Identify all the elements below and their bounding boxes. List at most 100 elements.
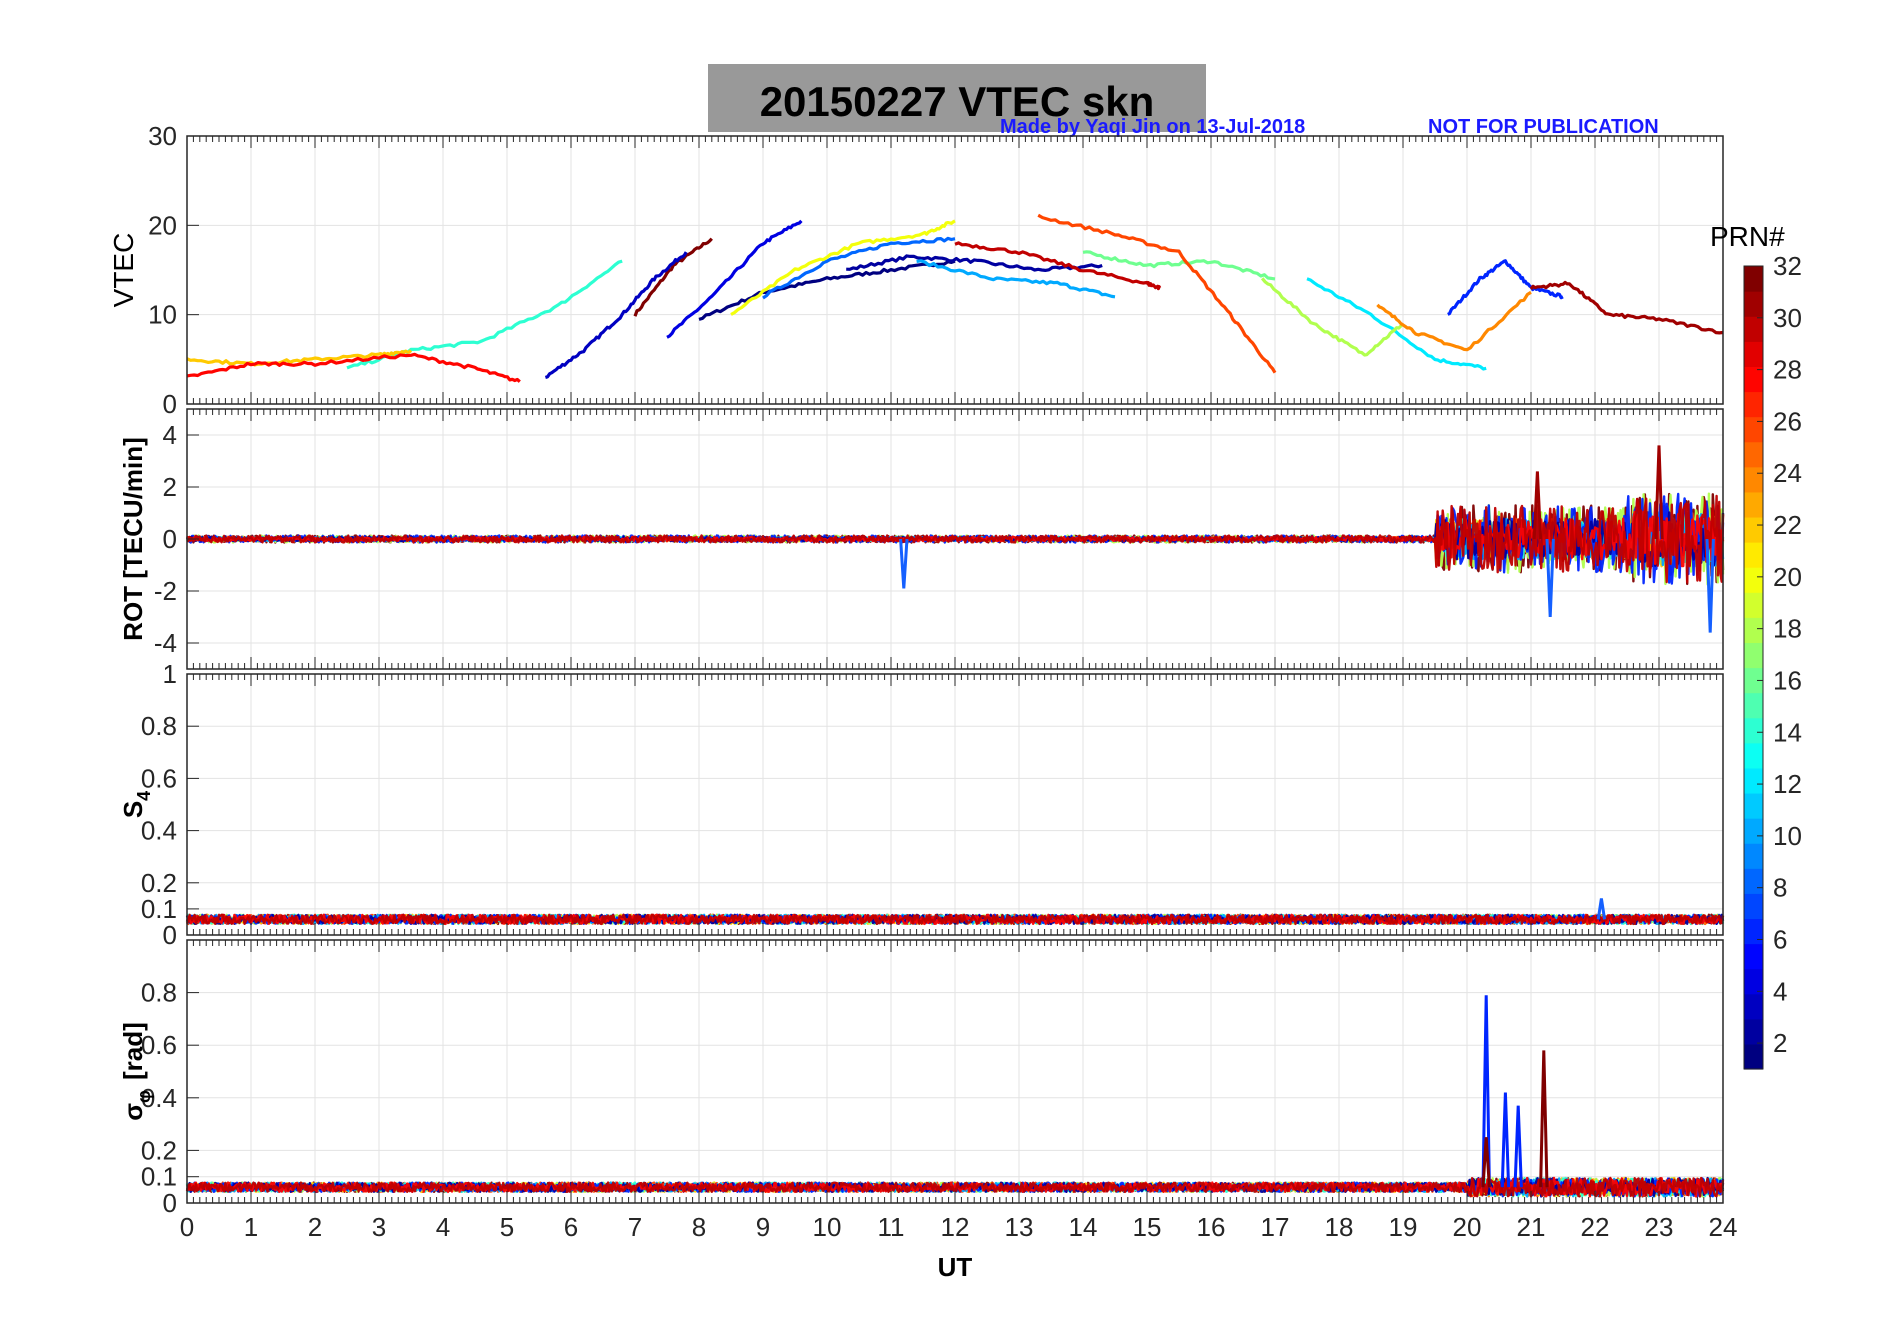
s4-spike [1596, 898, 1607, 920]
x-tick-label: 20 [1453, 1212, 1482, 1242]
x-tick-label: 23 [1645, 1212, 1674, 1242]
sigma_phi-spike [1481, 995, 1491, 1188]
x-tick-label: 18 [1325, 1212, 1354, 1242]
vtec-series-prn-2 [846, 254, 1103, 272]
x-ticks [186, 136, 1724, 404]
y-tick-label: 4 [163, 420, 177, 450]
colorbar-segment [1744, 516, 1763, 543]
y-tick-label: -2 [154, 576, 177, 606]
panel-rot: -4 -2 0 2 4 ROT [TECU/min] [118, 408, 1725, 670]
y-tick-label: 0.8 [141, 978, 177, 1008]
colorbar-frame [1743, 265, 1764, 1070]
x-tick-label: 9 [756, 1212, 770, 1242]
colorbar-tick-label: 16 [1773, 665, 1802, 695]
chart-title: 20150227 VTEC skn [760, 78, 1155, 125]
y-axis-label-subscript: 4 [134, 791, 154, 801]
y-axis: -4 -2 0 2 4 ROT [TECU/min] [118, 420, 199, 658]
y-axis-label: VTEC [108, 233, 139, 308]
colorbar-tick-label: 28 [1773, 355, 1802, 385]
vtec-series-prn-10 [916, 259, 1116, 299]
vtec-series-prn-28 [186, 352, 521, 383]
colorbar-tick-label: 30 [1773, 303, 1802, 333]
x-tick-label: 3 [372, 1212, 386, 1242]
colorbar-segment [1744, 567, 1763, 593]
rot-series-prn-30 [186, 494, 1725, 584]
colorbar-segment [1744, 341, 1763, 367]
x-tick-label: 12 [941, 1212, 970, 1242]
vtec-series-prn-22 [186, 349, 413, 367]
colorbar-segment [1744, 391, 1763, 418]
y-axis: 0 10 20 30 VTEC [108, 121, 199, 419]
vtec-series-prn-3 [544, 251, 688, 379]
panel-vtec: 0 10 20 30 VTEC [108, 121, 1724, 419]
y-tick-label: 0.1 [141, 894, 177, 924]
y-tick-label: 0.1 [141, 1162, 177, 1192]
sigma_phi-series-prn-30 [185, 1176, 1725, 1198]
colorbar-tick-label: 26 [1773, 406, 1802, 436]
colorbar-segment [1744, 818, 1763, 844]
colorbar-segment [1744, 918, 1763, 945]
x-tick-label: 5 [500, 1212, 514, 1242]
colorbar-segment [1744, 291, 1763, 317]
y-tick-label: 0.4 [141, 816, 177, 846]
colorbar-label: PRN# [1710, 221, 1785, 252]
rot-spike [1545, 538, 1555, 618]
x-tick-label: 10 [813, 1212, 842, 1242]
y-tick-label: -4 [154, 628, 177, 658]
title-box: 20150227 VTEC skn [708, 64, 1206, 132]
sigma_phi-spike [1513, 1105, 1523, 1188]
rot-spike [1654, 445, 1664, 540]
y-axis-label-subscript: φ [134, 1090, 154, 1103]
x-ticks [186, 674, 1724, 935]
colorbar-segment [1744, 266, 1763, 292]
colorbar-tick-label: 32 [1773, 251, 1802, 281]
vtec-series-prn-26 [1037, 213, 1277, 374]
y-tick-label: 0.6 [141, 1030, 177, 1060]
vtec-series-prn-30 [954, 241, 1162, 291]
colorbar-segment [1744, 642, 1763, 669]
colorbar-segment [1744, 316, 1763, 342]
x-tick-label: 4 [436, 1212, 450, 1242]
x-tick-label: 17 [1261, 1212, 1290, 1242]
y-tick-label: 0.8 [141, 711, 177, 741]
x-tick-label: 13 [1005, 1212, 1034, 1242]
colorbar-tick-label: 12 [1773, 769, 1802, 799]
y-tick-label: 20 [148, 210, 177, 240]
vtec-series-prn-16 [1082, 250, 1276, 281]
x-axis-label: UT [938, 1252, 973, 1282]
x-tick-label: 2 [308, 1212, 322, 1242]
plot-area [185, 995, 1725, 1198]
colorbar-tick-label: 20 [1773, 562, 1802, 592]
colorbar-segment [1744, 692, 1763, 719]
y-axis-label-unit: [rad] [118, 1022, 148, 1080]
colorbar-tick-label: 2 [1773, 1028, 1787, 1058]
x-tick-label: 11 [878, 1212, 905, 1242]
x-tick-label: 21 [1517, 1212, 1546, 1242]
y-tick-label: 0.6 [141, 763, 177, 793]
y-tick-label: 0 [163, 389, 177, 419]
sigma_phi-spike [1481, 1137, 1491, 1188]
y-tick-label: 0.2 [141, 868, 177, 898]
colorbar-tick-label: 6 [1773, 924, 1787, 954]
colorbar-segment [1744, 868, 1763, 894]
rot-spike [1705, 538, 1715, 633]
colorbar-tick-label: 4 [1773, 976, 1787, 1006]
s4-series-prn-30 [185, 913, 1725, 926]
vtec-series-prn-1 [698, 259, 956, 321]
colorbar-segment [1744, 993, 1763, 1020]
y-axis-label: ROT [TECU/min] [118, 437, 148, 641]
sigma_phi-spike [1539, 1050, 1549, 1188]
y-tick-label: 30 [148, 121, 177, 151]
x-tick-label: 16 [1197, 1212, 1226, 1242]
vtec-series-prn-31 [1529, 280, 1724, 335]
y-tick-label: 0.2 [141, 1135, 177, 1165]
y-tick-label: 0 [163, 920, 177, 950]
colorbar-tick-label: 24 [1773, 458, 1802, 488]
colorbar-tick-label: 18 [1773, 614, 1802, 644]
colorbar-segment [1744, 441, 1763, 468]
vtec-series-prn-12 [1306, 277, 1487, 371]
colorbar-segment [1744, 893, 1763, 920]
